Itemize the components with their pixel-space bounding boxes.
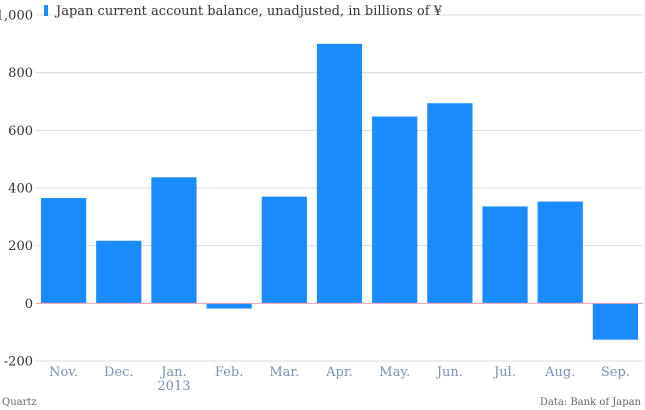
bar-feb (206, 303, 252, 309)
y-tick-label: 1,000 (0, 9, 33, 24)
bar-jul (482, 206, 528, 304)
y-axis-tick-labels: 1,000 800 600 400 200 0 -200 (0, 9, 33, 370)
x-tick-label: Apr. (325, 365, 353, 380)
legend-swatch (44, 5, 48, 16)
x-tick-label: Aug. (544, 365, 575, 380)
data-source: Data: Bank of Japan (540, 397, 642, 408)
bar-jan (151, 177, 197, 304)
x-tick-label: May. (379, 365, 410, 380)
y-tick-label: -200 (4, 355, 33, 370)
x-tick-label: Dec. (104, 365, 134, 380)
x-tick-label: Jan. (159, 365, 186, 380)
y-tick-label: 400 (8, 182, 33, 197)
bar-apr (316, 43, 363, 304)
legend: Japan current account balance, unadjuste… (44, 4, 443, 19)
bar-may (372, 116, 418, 304)
x-tick-label: Nov. (49, 365, 78, 380)
y-tick-label: 200 (8, 239, 33, 254)
x-tick-label: Jul. (492, 365, 516, 380)
x-axis-category-labels: Nov. Dec. Jan.2013 Feb. Mar. Apr. May. Jun. Jul.… (49, 365, 630, 394)
bar-jun (427, 103, 473, 304)
legend-label: Japan current account balance, unadjuste… (54, 4, 443, 19)
bar-sep (592, 303, 639, 340)
bars (40, 43, 639, 340)
y-tick-label: 0 (25, 297, 33, 312)
bar-dec (96, 240, 142, 304)
bar-aug (537, 201, 583, 304)
bar-nov (40, 198, 87, 304)
x-tick-label: Feb. (215, 365, 243, 380)
x-tick-label: Jun. (435, 365, 463, 380)
y-tick-label: 600 (8, 124, 33, 139)
bar-mar (261, 196, 307, 304)
y-tick-label: 800 (8, 66, 33, 81)
x-tick-sublabel: 2013 (157, 379, 190, 394)
source-credit: Quartz (2, 397, 37, 408)
x-tick-label: Sep. (601, 365, 630, 380)
x-tick-label: Mar. (269, 365, 299, 380)
